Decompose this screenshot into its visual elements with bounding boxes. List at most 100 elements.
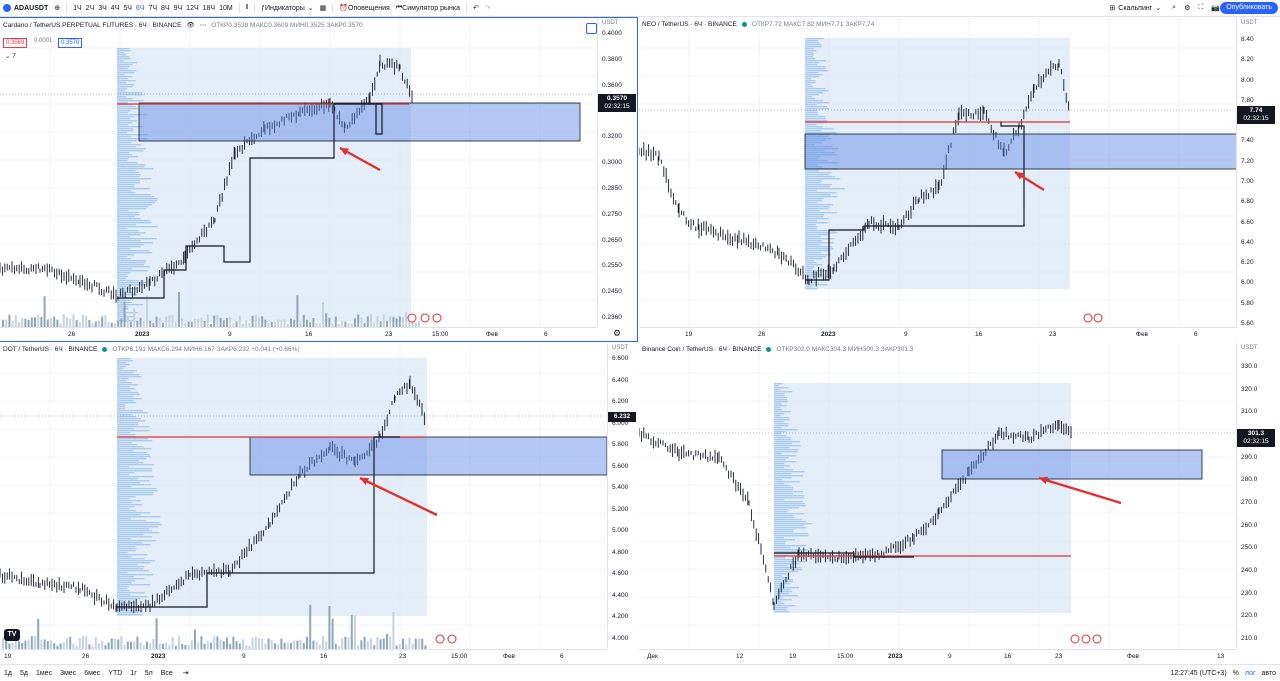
chart-panel-ada[interactable]: Cardano / TetherUS PERPETUAL FUTURES · 6… [0, 17, 638, 342]
interval-2Ч[interactable]: 2Ч [85, 4, 95, 12]
volume-bar [206, 314, 209, 327]
profile-bar [117, 188, 150, 190]
currency-label: USDT [1241, 20, 1258, 26]
publish-button[interactable]: Опубликовать [1220, 2, 1278, 14]
replay-button[interactable]: ⏮ Симулятор рынка [393, 0, 463, 16]
chart-canvas[interactable] [639, 343, 1236, 649]
indicators-toggle[interactable]: ⌄ 7 [5, 52, 16, 60]
volume-bar [174, 321, 177, 327]
profile-bar [117, 594, 131, 596]
symbol-search[interactable]: ADAUSDT [0, 0, 51, 16]
price-scale[interactable]: USDT8.408.208.007.807.607.407.207.006.80… [1236, 18, 1277, 327]
chart-canvas[interactable] [0, 18, 597, 327]
range-YTD[interactable]: YTD [108, 669, 123, 677]
profile-bar [805, 132, 837, 134]
interval-10М[interactable]: 10М [219, 4, 233, 12]
event-flag-icon [1070, 634, 1080, 644]
time-axis[interactable]: 19 26 2023 9 16 23 Фев 6 [639, 327, 1236, 341]
interval-6Ч[interactable]: 6Ч [135, 4, 145, 12]
range-Все[interactable]: Все [160, 669, 173, 677]
volume-bar [293, 319, 296, 327]
interval-3Ч[interactable]: 3Ч [98, 4, 107, 12]
range-5д[interactable]: 5д [19, 669, 28, 677]
interval-4Ч[interactable]: 4Ч [110, 4, 120, 12]
chart-panel-neo[interactable]: NEO / TetherUS · 6Ч · BINANCE ОТКР7.72 М… [639, 18, 1280, 341]
volume-bar [366, 316, 369, 327]
compare-button[interactable]: ⊕ [51, 0, 63, 16]
layout-button[interactable]: ⊞ Скальпинг ⌄ [1106, 0, 1164, 16]
range-1д[interactable]: 1д [4, 669, 12, 677]
range-1г[interactable]: 1г [130, 669, 137, 677]
templates-button[interactable]: ▦ [317, 0, 330, 16]
profile-bar [805, 162, 839, 164]
settings-icon[interactable]: ⚙ [613, 328, 622, 338]
chart-canvas[interactable] [639, 18, 1236, 327]
bid-price[interactable]: 0.3569 [3, 38, 28, 48]
fullscreen-icon[interactable]: ⛶ [1198, 4, 1204, 11]
volume-bar [50, 640, 52, 649]
eye-icon[interactable]: 👁 [186, 22, 195, 29]
range-3мес[interactable]: 3мес [60, 669, 77, 677]
profile-bar [117, 416, 137, 418]
camera-icon[interactable]: 📷 [1211, 5, 1220, 12]
profile-bar [774, 505, 806, 507]
profile-bar [805, 200, 822, 202]
maximize-icon[interactable] [586, 23, 597, 34]
chart-panel-bnb[interactable]: Binance Coin / TetherUS · 6Ч · BINANCE О… [639, 343, 1280, 663]
profile-bar [117, 264, 145, 266]
profile-bar [117, 498, 130, 500]
ask-price[interactable]: 0.3570 [58, 38, 83, 48]
price-scale[interactable]: USDT 6.600 6.400 6.200 6.000 5.800 5.600 5.400 5… [607, 343, 637, 649]
profile-bar [805, 42, 820, 44]
profile-bar [774, 605, 796, 607]
interval-12Ч[interactable]: 12Ч [186, 4, 199, 12]
profile-bar [117, 132, 128, 134]
undo-button[interactable]: ↶ [470, 0, 482, 16]
volume-bar [194, 629, 196, 649]
interval-7Ч[interactable]: 7Ч [148, 4, 158, 12]
alerts-button[interactable]: ⏰ Оповещения [336, 0, 393, 16]
interval-18Ч[interactable]: 18Ч [202, 4, 216, 12]
profile-bar [805, 246, 833, 248]
range-5л[interactable]: 5л [144, 669, 153, 677]
profile-bar [117, 366, 126, 368]
chart-type-button[interactable]: 𝍪 [243, 0, 251, 16]
price-scale[interactable]: USDT330.0320.0310.0300.0290.0280.0270.02… [1236, 343, 1277, 649]
profile-bar [774, 493, 793, 495]
redo-button[interactable]: ↷ [482, 0, 494, 16]
range-1мес[interactable]: 1мес [35, 669, 53, 677]
time-axis[interactable]: 19 26 2023 9 16 23 15:00 Фев 6 [0, 649, 607, 663]
calendar-icon[interactable]: ⇥ [182, 670, 189, 677]
chart-panel-dot[interactable]: DOT / TetherUS · 6Ч · BINANCE ОТКР6.191 … [0, 343, 637, 663]
more-icon[interactable]: ⋯ [199, 22, 207, 29]
profile-bar [774, 587, 800, 589]
percent-toggle[interactable]: % [1232, 669, 1239, 677]
volume-bar [219, 639, 222, 649]
interval-8Ч[interactable]: 8Ч [161, 4, 170, 12]
time-axis[interactable]: 26 2023 9 16 23 15:00 Фев 6 [0, 327, 597, 341]
profile-bar [774, 549, 809, 551]
log-toggle[interactable]: лог [1244, 669, 1256, 677]
search-icon[interactable]: ⌕ [1172, 4, 1177, 11]
auto-toggle[interactable]: авто [1261, 669, 1276, 677]
volume-bar [290, 642, 292, 649]
profile-bar [117, 422, 139, 424]
volume-bar [75, 645, 78, 649]
time-axis[interactable]: Дек 12 19 15:00 2023 9 16 23 Фев 13 [639, 649, 1236, 663]
profile-bar [805, 70, 828, 72]
profile-bar [117, 52, 125, 54]
volume-bar [293, 640, 296, 649]
chart-canvas[interactable] [0, 343, 607, 649]
indicators-button[interactable]: ƒ Индикаторы ⌄ [258, 0, 317, 16]
profile-bar [117, 614, 143, 616]
range-6мес[interactable]: 6мес [84, 669, 101, 677]
clock[interactable]: 12:27:45 (UTC+3) [1170, 669, 1227, 677]
volume-bar [398, 316, 401, 327]
profile-bar [805, 222, 828, 224]
interval-9Ч[interactable]: 9Ч [173, 4, 183, 12]
interval-5Ч[interactable]: 5Ч [123, 4, 132, 12]
settings-icon[interactable]: ⚙ [1184, 5, 1191, 12]
profile-bar [805, 208, 829, 210]
interval-1Ч[interactable]: 1Ч [73, 4, 82, 12]
price-scale[interactable]: USDT0.40000.38000.36000.34000.32000.3000… [597, 18, 637, 327]
